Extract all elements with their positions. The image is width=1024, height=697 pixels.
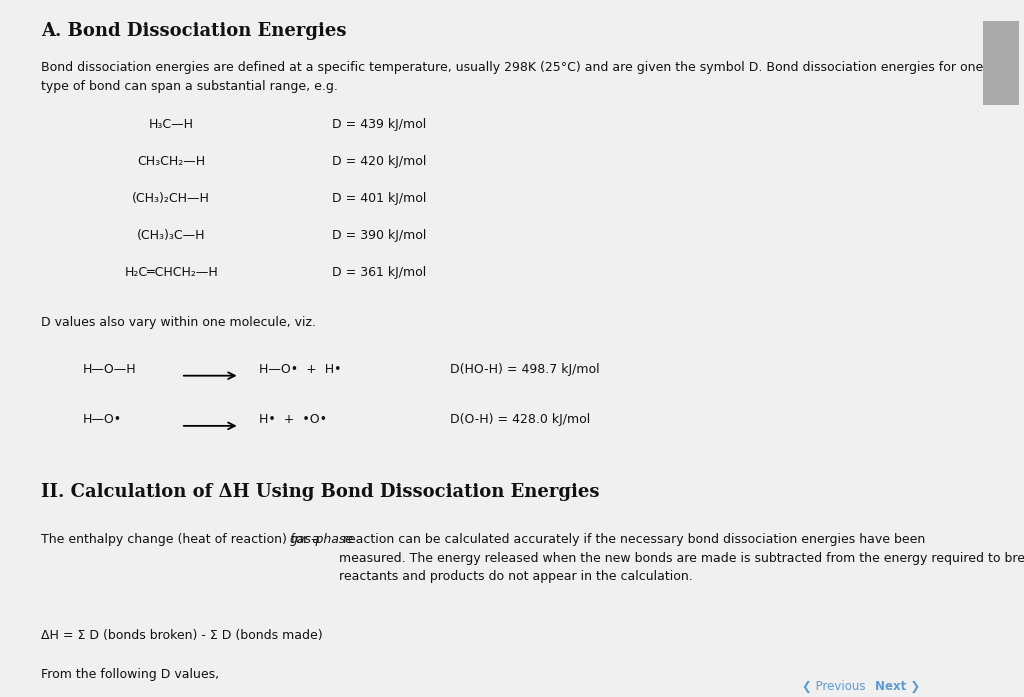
Text: H—O—H: H—O—H (83, 363, 137, 376)
Text: H₃C—H: H₃C—H (148, 118, 194, 132)
Bar (983, 21, 1020, 105)
Text: D = 361 kJ/mol: D = 361 kJ/mol (333, 266, 427, 279)
Text: reaction can be calculated accurately if the necessary bond dissociation energie: reaction can be calculated accurately if… (339, 533, 1024, 583)
Text: gas-phase: gas-phase (290, 533, 354, 546)
Text: H—O•  +  H•: H—O• + H• (259, 363, 342, 376)
Text: D = 439 kJ/mol: D = 439 kJ/mol (333, 118, 427, 132)
Text: H₂C═CHCH₂—H: H₂C═CHCH₂—H (124, 266, 218, 279)
Text: H—O•: H—O• (83, 413, 122, 427)
Text: H•  +  •O•: H• + •O• (259, 413, 327, 427)
Text: The enthalpy change (heat of reaction) for a: The enthalpy change (heat of reaction) f… (41, 533, 324, 546)
Text: (CH₃)₃C—H: (CH₃)₃C—H (137, 229, 206, 243)
Text: D(HO-H) = 498.7 kJ/mol: D(HO-H) = 498.7 kJ/mol (450, 363, 599, 376)
Text: ): ) (0, 291, 2, 315)
Text: A. Bond Dissociation Energies: A. Bond Dissociation Energies (41, 22, 346, 40)
Text: From the following D values,: From the following D values, (41, 668, 219, 681)
Text: ❮ Previous: ❮ Previous (802, 680, 865, 693)
Text: D(O-H) = 428.0 kJ/mol: D(O-H) = 428.0 kJ/mol (450, 413, 590, 427)
Text: CH₃CH₂—H: CH₃CH₂—H (137, 155, 205, 169)
Text: Next ❯: Next ❯ (876, 680, 921, 693)
Text: II. Calculation of ΔH Using Bond Dissociation Energies: II. Calculation of ΔH Using Bond Dissoci… (41, 483, 600, 501)
Text: ΔH = Σ D (bonds broken) - Σ D (bonds made): ΔH = Σ D (bonds broken) - Σ D (bonds mad… (41, 629, 323, 643)
Text: D values also vary within one molecule, viz.: D values also vary within one molecule, … (41, 316, 316, 329)
Text: Bond dissociation energies are defined at a specific temperature, usually 298K (: Bond dissociation energies are defined a… (41, 61, 983, 93)
Text: D = 401 kJ/mol: D = 401 kJ/mol (333, 192, 427, 206)
Text: D = 390 kJ/mol: D = 390 kJ/mol (333, 229, 427, 243)
Text: (CH₃)₂CH—H: (CH₃)₂CH—H (132, 192, 210, 206)
Text: D = 420 kJ/mol: D = 420 kJ/mol (333, 155, 427, 169)
